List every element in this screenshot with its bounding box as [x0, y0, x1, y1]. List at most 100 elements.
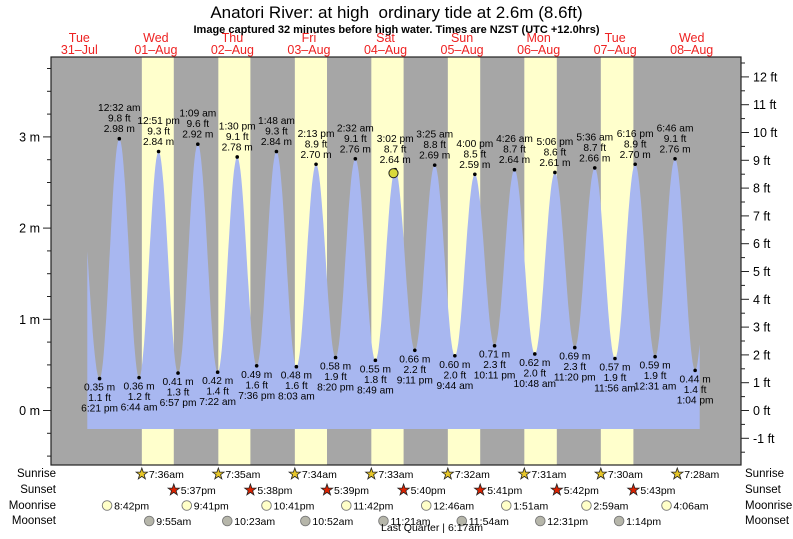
sunset-row: 5:37pm 5:38pm 5:39pm 5:40pm 5:41pm 5:42pm 5:43… — [166, 482, 676, 497]
tide-extreme-dot — [235, 155, 240, 159]
sunrise-time: 7:30am — [608, 469, 643, 481]
tide-extreme-label: 2.84 m — [261, 137, 292, 148]
tide-extreme-label: 1.9 ft — [604, 373, 627, 384]
high-tide: 1:30 pm9.1 ft2.78 m — [219, 121, 256, 159]
tide-extreme-label: 0.49 m — [241, 370, 272, 381]
low-tide: 0.48 m1.6 ft8:03 am — [278, 364, 315, 403]
y-right-tick-label: 3 ft — [753, 321, 771, 335]
tide-extreme-label: 9:11 pm — [397, 375, 433, 386]
tide-extreme-dot — [553, 170, 557, 175]
day-name: Wed — [143, 31, 169, 45]
tide-extreme-label: 6:44 am — [121, 403, 158, 414]
tide-extreme-dot — [492, 343, 497, 348]
high-tide: 6:16 pm8.9 ft2.70 m — [617, 129, 654, 167]
day-date: 08–Aug — [670, 43, 713, 57]
low-tide: 0.49 m1.6 ft7:36 pm — [238, 364, 275, 402]
tide-extreme-label: 0.35 m — [84, 383, 115, 394]
day-name: Mon — [526, 31, 550, 45]
low-tide: 0.55 m1.8 ft8:49 am — [357, 358, 394, 396]
tide-extreme-dot — [137, 375, 141, 380]
tide-extreme-label: 0.42 m — [202, 376, 233, 387]
tide-extreme-label: 0.55 m — [360, 364, 391, 375]
day-date: 07–Aug — [594, 43, 637, 57]
sunset-time: 5:40pm — [411, 485, 446, 497]
tide-extreme-label: 0.44 m — [680, 374, 711, 385]
moonset-circle-icon — [456, 515, 468, 527]
tide-extreme-label: 0.62 m — [519, 358, 550, 369]
sunrise-time: 7:34am — [302, 469, 337, 481]
day-date: 02–Aug — [211, 43, 254, 57]
tide-extreme-dot — [633, 162, 637, 167]
tide-extreme-label: 1.6 ft — [285, 381, 308, 392]
tide-extreme-label: 2.76 m — [659, 144, 690, 155]
tide-extreme-label: 3:25 am — [416, 130, 453, 141]
low-tide: 0.41 m1.3 ft6:57 pm — [160, 371, 197, 409]
y-right-tick-label: 0 ft — [753, 404, 771, 418]
moonrise-time: 8:42pm — [114, 500, 149, 512]
day-name: Tue — [605, 31, 626, 45]
sunset-time: 5:41pm — [487, 485, 522, 497]
day-date: 31–Jul — [61, 43, 98, 57]
tide-extreme-label: 9.3 ft — [147, 126, 170, 137]
moonset-time: 11:54am — [469, 516, 509, 528]
low-tide: 0.36 m1.2 ft6:44 am — [121, 375, 158, 414]
tide-curve — [87, 138, 700, 429]
moon-phase-label: Last Quarter | 6:17am — [381, 522, 483, 534]
tide-extreme-dot — [572, 345, 577, 350]
tide-extreme-dot — [294, 364, 299, 369]
tide-extreme-label: 2.92 m — [182, 130, 213, 141]
tide-extreme-label: 2.2 ft — [403, 365, 426, 376]
tide-extreme-dot — [254, 364, 259, 368]
tide-extreme-label: 1:09 am — [179, 109, 216, 120]
current-time-marker — [388, 168, 399, 179]
tide-extreme-label: 12:32 am — [98, 103, 140, 114]
y-right-tick-label: 7 ft — [753, 209, 771, 223]
day-date: 04–Aug — [364, 43, 407, 57]
sunset-row-label-right: Sunset — [745, 484, 781, 496]
y-right-tick-label: 8 ft — [753, 182, 771, 196]
tide-extreme-label: 6:57 pm — [160, 398, 197, 409]
y-right-tick-label: -1 ft — [753, 432, 775, 446]
y-right-tick-label: 1 ft — [753, 376, 771, 390]
tide-extreme-dot — [673, 156, 677, 161]
moonrise-time: 4:06am — [674, 500, 709, 512]
tide-extreme-label: 9.1 ft — [344, 134, 367, 145]
tide-extreme-label: 8.8 ft — [423, 140, 446, 151]
moonrise-time: 11:42pm — [353, 500, 393, 512]
sunset-time: 5:42pm — [564, 485, 599, 497]
sunrise-row-label-left: Sunrise — [17, 468, 56, 480]
day-name: Sun — [451, 31, 473, 45]
tide-extreme-label: 2.98 m — [104, 124, 135, 135]
tide-extreme-label: 0.69 m — [559, 352, 590, 363]
tide-extreme-label: 2.61 m — [539, 158, 570, 169]
moonrise-time: 10:41pm — [274, 500, 315, 512]
tide-extreme-label: 9:44 am — [436, 381, 473, 392]
tide-curve-group — [87, 138, 700, 429]
tide-extreme-label: 8.6 ft — [544, 147, 567, 158]
tide-extreme-label: 2.0 ft — [523, 368, 546, 379]
sunrise-row-label-right: Sunrise — [745, 468, 784, 480]
tide-extreme-dot — [373, 358, 378, 363]
moonrise-time: 2:59am — [593, 500, 628, 512]
tide-extremes: 0.35 m1.1 ft6:21 pm 12:32 am9.8 ft2.98 m 0… — [81, 103, 713, 414]
y-right-tick-label: 12 ft — [753, 70, 778, 84]
sunrise-star-icon — [517, 466, 532, 480]
tide-extreme-label: 11:20 pm — [554, 373, 596, 384]
tide-extreme-label: 0.71 m — [479, 350, 510, 361]
tide-extreme-label: 8.9 ft — [624, 139, 647, 150]
y-right-tick-label: 5 ft — [753, 265, 771, 279]
y-right-tick-label: 9 ft — [753, 154, 771, 168]
tide-extreme-dot — [333, 355, 338, 360]
tide-extreme-label: 0.59 m — [640, 361, 671, 372]
tide-extreme-label: 8:20 pm — [317, 383, 354, 394]
high-tide: 2:13 pm8.9 ft2.70 m — [298, 129, 334, 167]
moonset-time: 1:14pm — [626, 516, 661, 528]
sunrise-row: 7:36am 7:35am 7:34am 7:33am 7:32am 7:31am 7:30… — [134, 466, 720, 481]
